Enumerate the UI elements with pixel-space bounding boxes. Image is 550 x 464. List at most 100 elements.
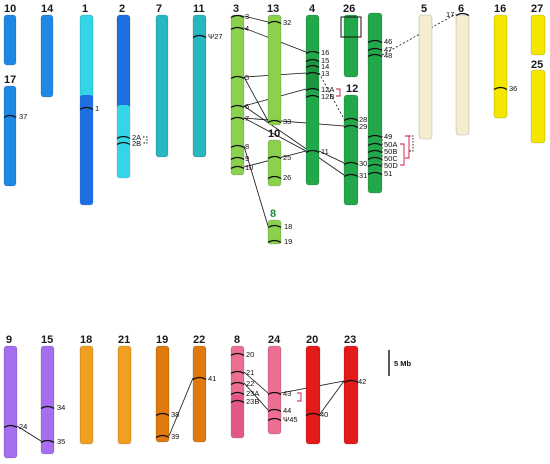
gene-marker	[305, 412, 321, 417]
gene-label: 25	[283, 153, 291, 162]
gene-marker	[3, 424, 18, 429]
chromosome-c19	[155, 345, 170, 443]
chromosome-c21	[117, 345, 132, 445]
chromosome-label-c23: 23	[344, 334, 356, 346]
gene-label: 29	[359, 122, 367, 131]
synteny-link	[243, 145, 269, 227]
chromosome-label-c14: 14	[41, 3, 54, 15]
chromosome-label-c6: 6	[458, 3, 464, 15]
gene-label: 7	[245, 114, 249, 123]
gene-label: 47	[384, 45, 392, 54]
chromosome-c26	[343, 14, 359, 78]
synteny-link	[243, 382, 269, 411]
chromosome-c10a	[3, 14, 17, 66]
gene-marker	[40, 439, 55, 444]
synteny-link	[243, 117, 307, 152]
gene-marker	[305, 87, 320, 92]
gene-marker	[367, 53, 383, 58]
gene-label: 22	[246, 379, 254, 388]
chromosome-label-c5: 5	[421, 3, 427, 15]
gene-marker	[267, 224, 282, 229]
synteny-link	[243, 105, 345, 176]
gene-marker	[367, 134, 383, 139]
gene-marker	[230, 165, 245, 170]
synteny-link	[16, 425, 42, 442]
chromosome-c6	[455, 14, 470, 136]
synteny-link	[318, 72, 345, 120]
gene-marker	[455, 12, 470, 17]
chromosome-c3	[230, 14, 245, 176]
gene-label: 14	[321, 62, 329, 71]
gene-label: 3	[245, 12, 249, 21]
chromosome-c14	[40, 14, 54, 98]
chromosome-label-c10a: 10	[4, 3, 16, 15]
chromosome-c12	[343, 94, 359, 206]
chromosome-c7	[155, 14, 169, 158]
gene-marker	[267, 155, 282, 160]
gene-marker	[267, 408, 282, 413]
gene-marker	[267, 417, 282, 422]
chromosome-segment-c4	[306, 60, 319, 90]
gene-marker	[267, 391, 282, 396]
gene-label: 2A	[132, 133, 141, 142]
chromosome-c24	[267, 345, 282, 435]
scale-bar-label: 5 Mb	[394, 359, 412, 368]
gene-marker	[79, 106, 94, 111]
gene-label: Ψ27	[208, 32, 223, 41]
gene-label: 34	[57, 403, 65, 412]
gene-label: 17	[446, 10, 454, 19]
gene-marker	[116, 135, 131, 140]
tandem-bracket	[409, 135, 414, 152]
chromosome-cR	[367, 12, 383, 194]
gene-label: 43	[283, 389, 291, 398]
chromosome-c4	[305, 14, 320, 186]
gene-marker	[367, 156, 383, 161]
gene-marker	[367, 149, 383, 154]
chromosome-c5	[418, 14, 433, 140]
gene-label: 9	[245, 154, 249, 163]
chromosome-label-c9: 9	[6, 334, 12, 346]
gene-marker	[230, 26, 245, 31]
gene-marker	[493, 86, 508, 91]
gene-marker	[230, 391, 245, 396]
chromosome-label-c19: 19	[156, 334, 168, 346]
synteny-link	[243, 76, 269, 122]
synteny-link	[243, 117, 345, 127]
chromosome-label-c17: 17	[4, 74, 16, 86]
gene-label: 48	[384, 51, 392, 60]
chromosome-segment-c1	[80, 95, 93, 205]
gene-marker	[343, 117, 359, 122]
chromosome-label-c13: 13	[267, 3, 279, 15]
chromosome-c10b	[267, 139, 282, 187]
chromosome-c9	[3, 345, 18, 459]
gene-label: 51	[384, 169, 392, 178]
synteny-link	[243, 371, 269, 394]
gene-label: 20	[246, 350, 254, 359]
gene-label: 30	[359, 159, 367, 168]
gene-label: 44	[283, 406, 291, 415]
gene-marker	[343, 379, 359, 384]
tandem-bracket	[400, 143, 405, 166]
chromosome-label-c8a: 8	[270, 208, 276, 220]
chromosome-c27	[530, 14, 546, 56]
gene-marker	[230, 156, 245, 161]
gene-marker	[3, 114, 17, 119]
gene-label: 15	[321, 56, 329, 65]
gene-marker	[230, 352, 245, 357]
chromosome-c16	[493, 14, 508, 119]
chromosome-c20	[305, 345, 321, 445]
chromosome-label-c26: 26	[343, 3, 355, 15]
tandem-bracket	[297, 392, 302, 402]
gene-marker	[267, 239, 282, 244]
synteny-link	[168, 377, 194, 437]
gene-label: 42	[358, 377, 366, 386]
chromosome-label-c11: 11	[193, 3, 205, 15]
chromosome-c11	[192, 14, 207, 158]
gene-marker	[267, 175, 282, 180]
synteny-link	[243, 15, 269, 23]
gene-label: 50C	[384, 154, 398, 163]
gene-label: 50A	[384, 140, 397, 149]
gene-label: 36	[509, 84, 517, 93]
chromosome-label-c16: 16	[494, 3, 506, 15]
gene-marker	[155, 412, 170, 417]
